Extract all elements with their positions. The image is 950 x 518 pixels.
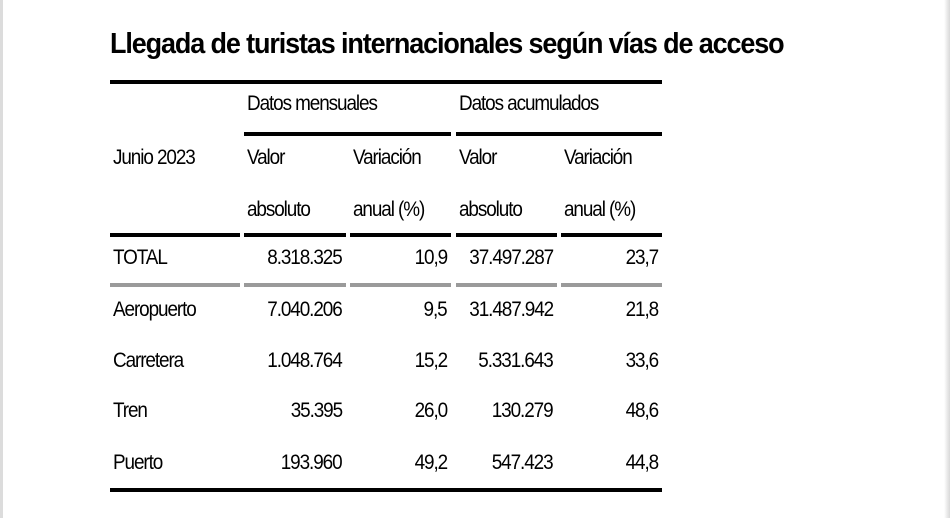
row-label: Puerto [113,451,163,474]
total-rule-col3 [456,283,557,287]
header-rule-col3 [456,233,557,237]
col-header-1-line2: absoluto [247,198,311,221]
cumulative-value: 5.331.643 [478,349,554,372]
total-label: TOTAL [113,246,168,269]
monthly-variation: 49,2 [414,451,449,474]
header-rule-col2 [350,233,451,237]
total-monthly-variation: 10,9 [414,246,449,269]
header-rule-label [110,233,240,237]
group-header-cumulative: Datos acumulados [459,92,599,115]
monthly-variation: 9,5 [423,298,448,321]
cumulative-value: 31.487.942 [469,298,554,321]
total-monthly-value: 8.318.325 [267,246,343,269]
monthly-value: 7.040.206 [267,298,343,321]
total-cumulative-variation: 23,7 [625,246,660,269]
cumulative-variation: 48,6 [625,399,660,422]
top-rule [110,80,662,84]
col-header-3-line1: Valor [459,146,497,169]
total-rule-col4 [561,283,662,287]
cumulative-variation: 33,6 [625,349,660,372]
monthly-value: 35.395 [290,399,343,422]
header-rule-col4 [561,233,662,237]
col-header-2-line2: anual (%) [353,198,425,221]
cumulative-value: 547.423 [492,451,554,474]
group-rule-cumulative [456,132,662,136]
group-header-monthly: Datos mensuales [247,92,378,115]
row-label: Tren [113,399,148,422]
col-header-1-line1: Valor [247,146,285,169]
col-header-4-line1: Variación [564,146,633,169]
total-cumulative-value: 37.497.287 [469,246,554,269]
cumulative-variation: 44,8 [625,451,660,474]
total-rule-label [110,283,240,287]
table-title: Llegada de turistas internacionales segú… [110,28,785,60]
monthly-variation: 26,0 [414,399,449,422]
col-header-3-line2: absoluto [459,198,523,221]
monthly-value: 1.048.764 [267,349,343,372]
row-label: Carretera [113,349,184,372]
cumulative-variation: 21,8 [625,298,660,321]
period-label: Junio 2023 [113,146,196,169]
col-header-4-line2: anual (%) [564,198,636,221]
row-label: Aeropuerto [113,298,197,321]
total-rule-col1 [244,283,346,287]
monthly-value: 193.960 [281,451,343,474]
right-edge-shadow [944,0,950,518]
monthly-variation: 15,2 [414,349,449,372]
cumulative-value: 130.279 [492,399,554,422]
total-rule-col2 [350,283,451,287]
col-header-2-line1: Variación [353,146,422,169]
left-edge-shadow [0,0,3,518]
header-rule-col1 [244,233,346,237]
group-rule-monthly [244,132,451,136]
bottom-rule [110,488,662,492]
